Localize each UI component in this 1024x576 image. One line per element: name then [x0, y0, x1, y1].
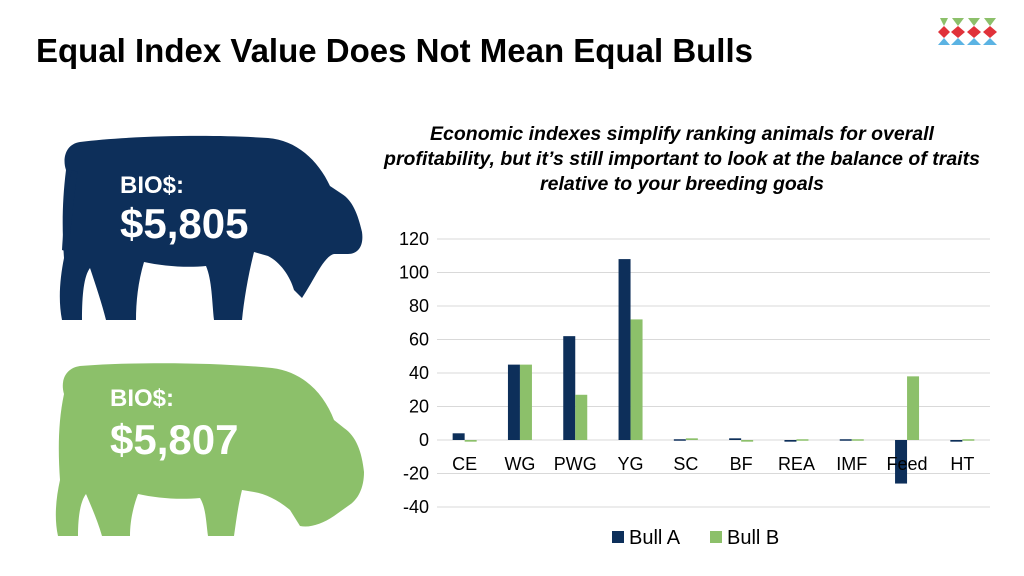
bull-b-bar-rea [796, 439, 809, 441]
bull-a-bar-yg [618, 259, 631, 440]
y-tick-label: -20 [403, 464, 429, 484]
chart-subtitle: Economic indexes simplify ranking animal… [384, 123, 980, 195]
bull-b-bar-bf [741, 440, 754, 442]
bull-b-index-value: $5,807 [110, 416, 239, 463]
bull-a-bar-pwg [563, 336, 576, 440]
bull-b-cow-silhouette [55, 363, 364, 536]
bull-a-cow-silhouette [59, 135, 363, 320]
bull-b-bar-wg [519, 364, 532, 440]
x-category-label: HT [950, 454, 974, 474]
trait-epd-bar-chart: 120 100 80 60 40 20 0 -20 -40 CE WG PWG YG SC BF REA IMF… [399, 229, 990, 549]
slide-title: Equal Index Value Does Not Mean Equal Bu… [36, 32, 753, 69]
y-tick-label: -40 [403, 497, 429, 517]
bull-b-bar-ht [962, 439, 975, 441]
bull-a-index-label: BIO$: [120, 172, 185, 199]
legend-label-bull-a: Bull A [629, 527, 681, 549]
y-tick-label: 60 [409, 330, 429, 350]
x-category-label: CE [452, 454, 477, 474]
bull-a-bar-ht [950, 440, 963, 442]
bull-a-bar-wg [507, 364, 520, 440]
bull-a-bar-ce [452, 433, 465, 440]
legend-label-bull-b: Bull B [727, 527, 779, 549]
x-category-label: IMF [836, 454, 867, 474]
bull-b-bar-pwg [575, 394, 588, 440]
bull-b-bar-feed [907, 376, 920, 440]
x-category-label: SC [673, 454, 698, 474]
legend-swatch-bull-b [710, 531, 722, 543]
x-category-label: BF [730, 454, 753, 474]
bull-a-bar-rea [784, 440, 797, 442]
bull-b-bar-yg [630, 319, 643, 440]
x-category-label: WG [504, 454, 535, 474]
y-tick-label: 0 [419, 430, 429, 450]
y-tick-label: 100 [399, 263, 429, 283]
y-tick-label: 120 [399, 229, 429, 249]
x-category-label: REA [778, 454, 815, 474]
y-tick-label: 80 [409, 296, 429, 316]
x-category-label: PWG [554, 454, 597, 474]
bull-b-bar-sc [685, 438, 698, 440]
x-category-label: YG [618, 454, 644, 474]
bull-b-index-label: BIO$: [110, 385, 175, 412]
y-tick-label: 40 [409, 363, 429, 383]
bull-a-bar-bf [729, 438, 742, 440]
legend-swatch-bull-a [612, 531, 624, 543]
bull-a-bar-imf [839, 439, 852, 441]
bull-a-index-value: $5,805 [120, 200, 249, 247]
bull-b-bar-imf [851, 439, 864, 441]
y-tick-label: 20 [409, 397, 429, 417]
bull-b-bar-ce [464, 440, 477, 442]
brand-logo [938, 18, 997, 45]
x-category-label: Feed [887, 454, 928, 474]
bull-a-bar-feed [895, 440, 908, 484]
bull-a-bar-sc [673, 439, 686, 441]
